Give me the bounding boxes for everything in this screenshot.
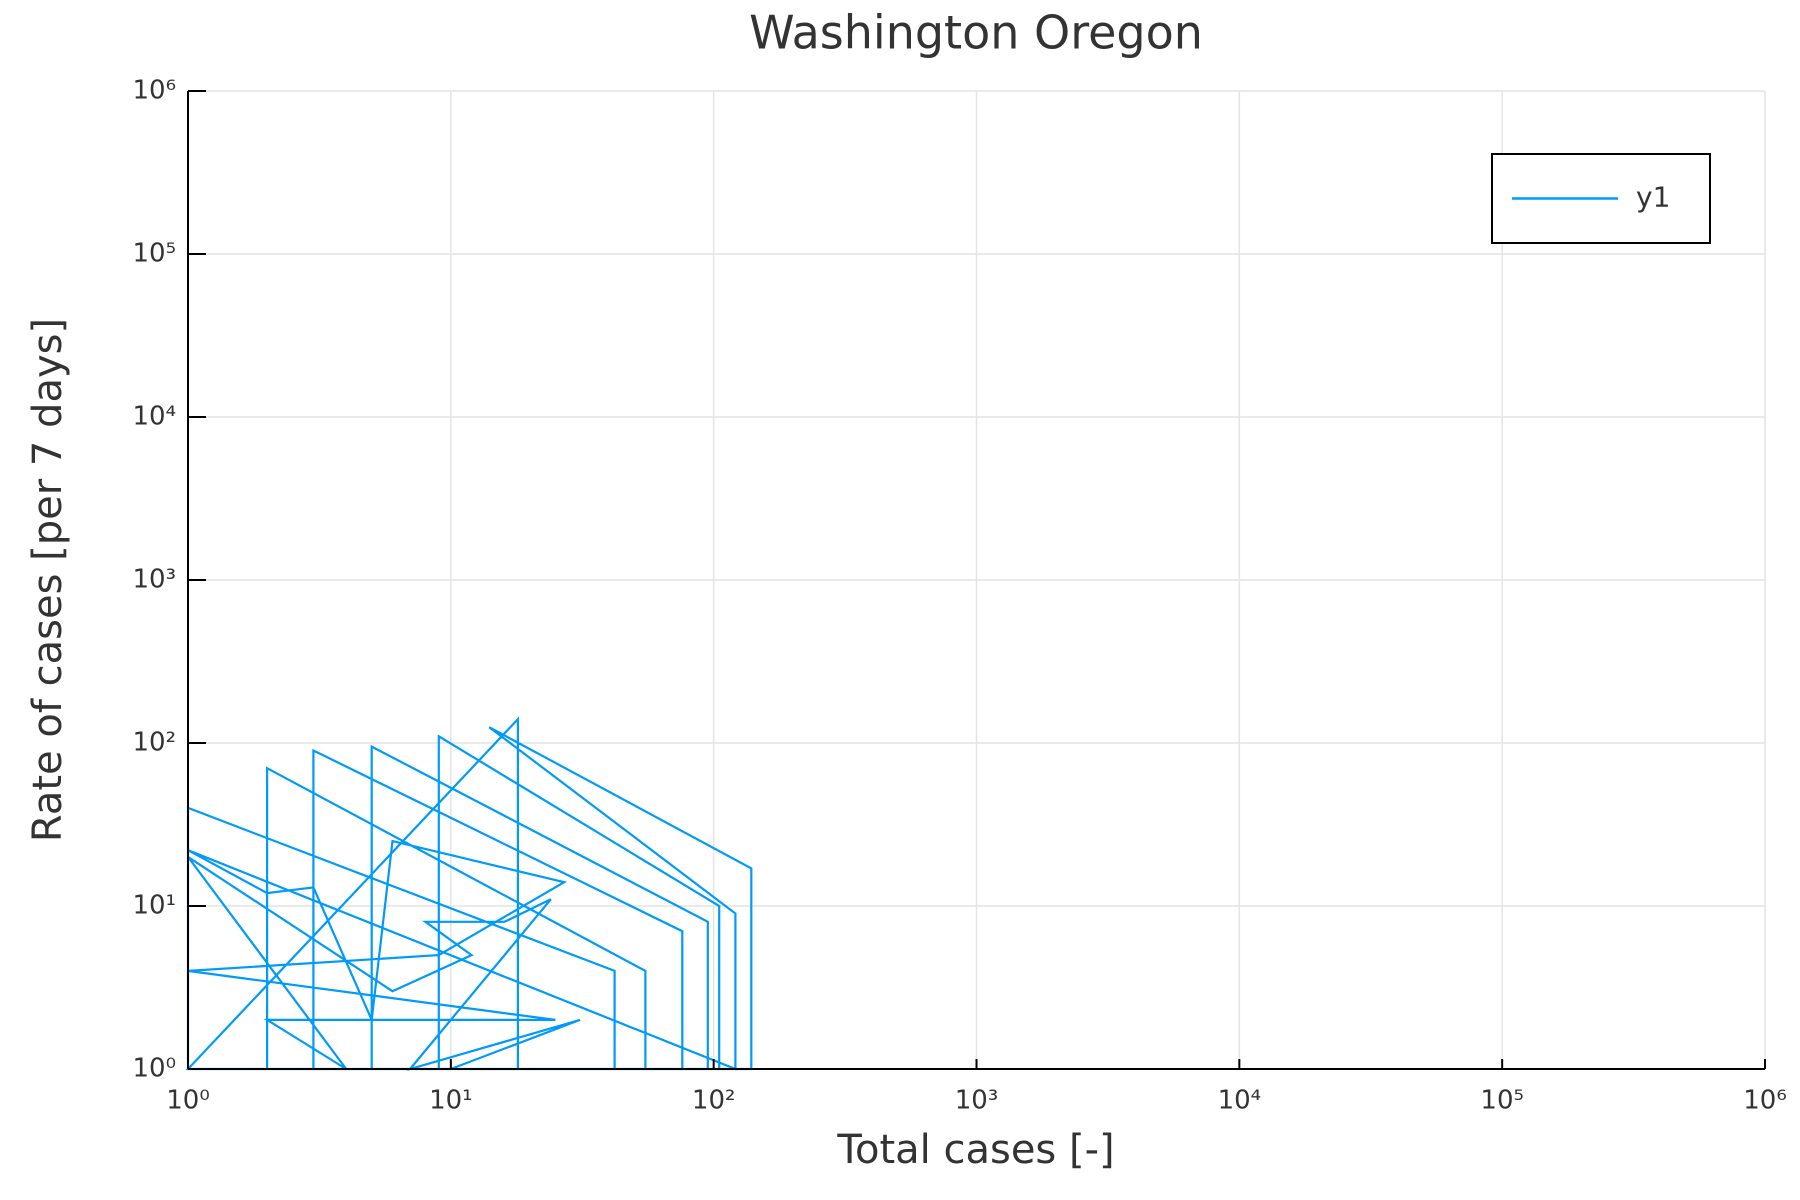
y-tick-label: 10⁴ bbox=[132, 402, 176, 432]
x-tick-label: 10⁶ bbox=[1743, 1086, 1787, 1116]
axes: 10⁰ 10¹ 10² 10³ 10⁴ 10⁵ 10⁶ 10⁰ 10¹ 10² 10³ 10⁴ 10⁵ 1… bbox=[132, 76, 1786, 1116]
x-tick-label: 10² bbox=[692, 1086, 736, 1116]
x-tick-label: 10⁴ bbox=[1218, 1086, 1262, 1116]
y-tick-label: 10³ bbox=[132, 565, 176, 595]
legend-label: y1 bbox=[1636, 181, 1670, 214]
x-axis-label: Total cases [-] bbox=[836, 1127, 1114, 1173]
y-tick-label: 10¹ bbox=[132, 891, 176, 921]
x-tick-label: 10¹ bbox=[429, 1086, 473, 1116]
x-tick-label: 10⁵ bbox=[1480, 1086, 1524, 1116]
y-tick-label: 10⁶ bbox=[132, 76, 176, 106]
chart-title: Washington Oregon bbox=[749, 6, 1203, 60]
x-tick-label: 10³ bbox=[955, 1086, 999, 1116]
y-tick-label: 10² bbox=[132, 728, 176, 758]
x-tick-label: 10⁰ bbox=[166, 1086, 210, 1116]
y-tick-label: 10⁰ bbox=[132, 1054, 176, 1084]
y-tick-label: 10⁵ bbox=[132, 239, 176, 269]
y-axis-label: Rate of cases [per 7 days] bbox=[25, 318, 71, 842]
legend: y1 bbox=[1491, 153, 1711, 244]
